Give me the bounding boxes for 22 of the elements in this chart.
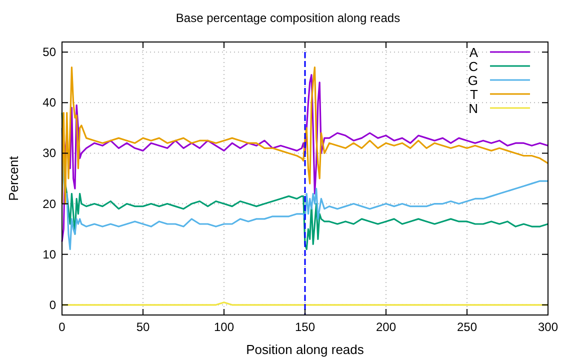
x-tick-label: 100 — [214, 320, 234, 334]
x-tick-label: 50 — [136, 320, 150, 334]
x-tick-label: 200 — [376, 320, 396, 334]
x-tick-label: 0 — [58, 320, 66, 334]
legend-label: N — [468, 101, 478, 116]
x-tick-label: 150 — [294, 320, 316, 334]
y-tick-label: 0 — [49, 298, 56, 312]
legend-label: T — [470, 87, 478, 102]
y-tick-label: 40 — [42, 96, 56, 110]
y-tick-label: 10 — [42, 247, 56, 262]
x-axis-title: Position along reads — [246, 342, 364, 357]
y-axis-title: Percent — [6, 156, 21, 201]
line-series — [61, 74, 549, 242]
y-tick-label: 30 — [42, 146, 56, 160]
y-tick-label: 20 — [42, 196, 56, 211]
y-tick-label: 50 — [42, 45, 56, 60]
legend-label: C — [468, 59, 478, 74]
x-tick-label: 250 — [456, 320, 478, 334]
legend-label: G — [468, 73, 478, 88]
chart-title: Base percentage composition along reads — [176, 11, 400, 25]
x-tick-label: 300 — [538, 320, 558, 334]
legend-label: A — [469, 45, 478, 60]
